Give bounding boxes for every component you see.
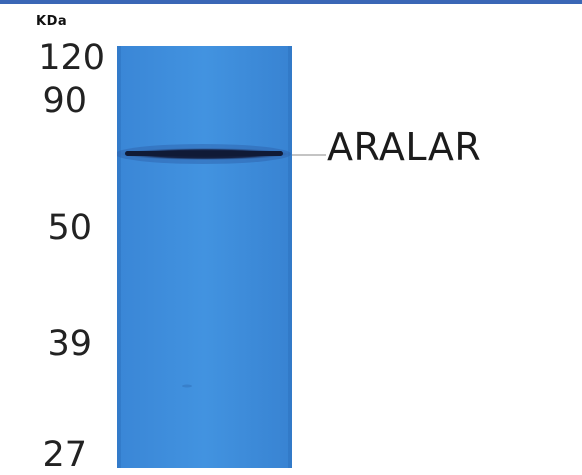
band-pointer-line [292, 154, 326, 156]
top-border-bar [0, 0, 582, 4]
marker-120-kda-label: 120 [38, 38, 105, 78]
ladder-unit-label: KDa [36, 14, 68, 29]
lane-speck [182, 384, 192, 388]
lane-left-edge [117, 46, 121, 468]
blot-lane-image [117, 46, 292, 468]
marker-39-kda-label: 39 [47, 324, 92, 364]
marker-50-kda-label: 50 [47, 208, 92, 248]
marker-27-kda-label: 27 [42, 435, 87, 475]
lane-right-edge [288, 46, 292, 468]
aralar-band-core [125, 151, 283, 156]
marker-90-kda-label: 90 [42, 81, 87, 121]
lane-background [117, 46, 292, 468]
aralar-band-label: ARALAR [327, 125, 482, 169]
blot-lane [117, 46, 292, 468]
